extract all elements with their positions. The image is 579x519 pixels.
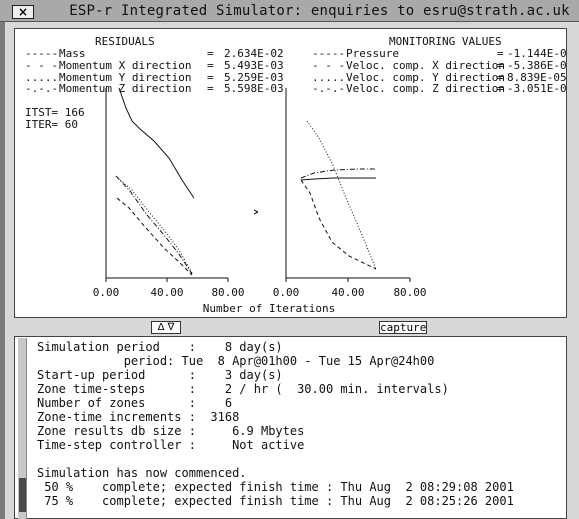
monitoring-tick-label-40: 40.00 — [331, 286, 364, 299]
iter-label: ITER= 60 — [25, 118, 78, 131]
cursor-mark-2 — [254, 212, 258, 214]
residual-curve-momentum-x — [117, 198, 192, 275]
report-line: Start-up period : 3 day(s) — [37, 369, 283, 382]
report-line: Time-step controller : Not active — [37, 439, 304, 452]
monitor-curve-veloc-x — [301, 180, 376, 269]
x-axis-label: Number of Iterations — [203, 302, 335, 315]
cursor-mark — [254, 210, 258, 212]
window-left-edge — [0, 22, 5, 519]
residuals-tick-label-80: 80.00 — [211, 286, 244, 299]
monitor-curve-veloc-y — [307, 121, 376, 269]
residual-curve-momentum-y — [118, 178, 192, 273]
report-line: Zone results db size : 6.9 Mbytes — [37, 425, 304, 438]
capture-button[interactable]: capture — [379, 321, 427, 334]
residual-curve-momentum-z — [116, 176, 192, 274]
residual-style-3: -.-.- — [25, 82, 58, 95]
residual-eq-3: = — [207, 82, 214, 95]
monitoring-tick-label-80: 80.00 — [393, 286, 426, 299]
report-line: 75 % complete; expected finish time : Th… — [37, 495, 514, 508]
residuals-tick-label-40: 40.00 — [150, 286, 183, 299]
report-line: 50 % complete; expected finish time : Th… — [37, 481, 514, 494]
report-line: Zone-time increments : 3168 — [37, 411, 239, 424]
report-line: Simulation period : 8 day(s) — [37, 341, 283, 354]
monitor-curve-veloc-z — [301, 169, 376, 178]
residual-name-3: Momentum Z direction — [59, 82, 191, 95]
report-line: Zone time-steps : 2 / hr ( 30.00 min. in… — [37, 383, 449, 396]
monitor-style-3: -.-.- — [312, 82, 345, 95]
convergence-plot: RESIDUALS MONITORING VALUES ----- Mass =… — [14, 28, 567, 318]
report-line: Number of zones : 6 — [37, 397, 232, 410]
monitor-eq-3: = — [497, 82, 504, 95]
monitor-name-3: Veloc. comp. Z direction — [346, 82, 505, 95]
resize-toggle-button[interactable]: Δ ∇ — [151, 321, 181, 334]
monitoring-tick-label-0: 0.00 — [273, 286, 300, 299]
monitor-value-3: -3.051E-02 — [507, 82, 567, 95]
window-title: ESP-r Integrated Simulator: enquiries to… — [0, 3, 579, 19]
residual-curve-mass — [119, 88, 194, 198]
residuals-tick-label-0: 0.00 — [93, 286, 120, 299]
control-bar — [14, 318, 567, 336]
report-text: Simulation period : 8 day(s) period: Tue… — [37, 341, 562, 516]
report-line: period: Tue 8 Apr@01h00 - Tue 15 Apr@24h… — [37, 355, 434, 368]
residual-value-3: 5.598E-03 — [224, 82, 284, 95]
residuals-title: RESIDUALS — [95, 35, 155, 48]
report-scrollbar-thumb[interactable] — [19, 478, 26, 512]
monitoring-title: MONITORING VALUES — [389, 35, 502, 48]
report-line: Simulation has now commenced. — [37, 467, 247, 480]
